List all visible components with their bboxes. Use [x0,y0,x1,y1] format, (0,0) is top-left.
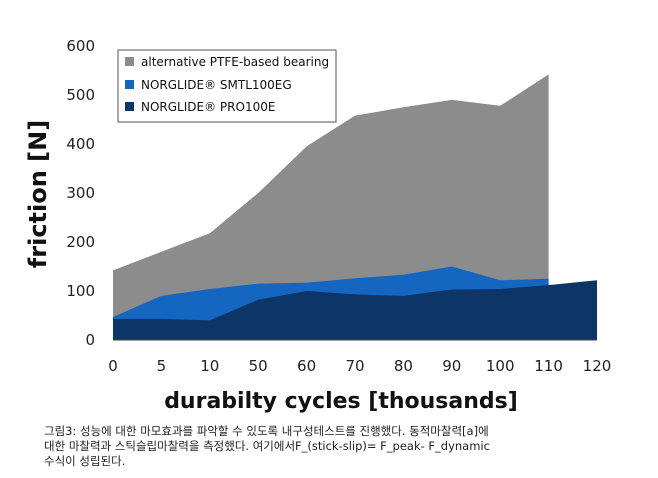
x-tick-label: 60 [297,357,316,375]
legend-box [117,49,337,123]
x-tick-label: 5 [157,357,167,375]
y-tick-label: 600 [66,37,95,55]
y-axis-label: friction [N] [24,120,52,268]
caption-line-1: 그림3: 성능에 대한 마모효과를 파악할 수 있도록 내구성테스트를 진행했다… [44,424,489,438]
area-series-group [113,74,597,341]
y-tick-label: 100 [66,282,95,300]
figure-caption: 그림3: 성능에 대한 마모효과를 파악할 수 있도록 내구성테스트를 진행했다… [44,424,644,469]
legend-label-smtl100eg: NORGLIDE® SMTL100EG [141,78,292,92]
x-tick-label: 110 [534,357,563,375]
legend: alternative PTFE-based bearing NORGLIDE®… [117,49,337,123]
y-tick-label: 400 [66,135,95,153]
x-tick-label: 70 [345,357,364,375]
y-tick-label: 500 [66,86,95,104]
legend-swatch-pro100e [125,102,134,111]
area-norglide-pro100e [113,280,597,340]
x-tick-label: 80 [394,357,413,375]
y-tick-label: 300 [66,184,95,202]
legend-label-ptfe: alternative PTFE-based bearing [141,55,329,69]
caption-line-2: 대한 마찰력과 스틱슬립마찰력을 측정했다. 여기에서F_(stick-slip… [44,439,490,453]
legend-swatch-smtl100eg [125,80,134,89]
y-tick-label: 200 [66,233,95,251]
caption-line-3: 수식이 성립된다. [44,454,126,468]
y-tick-label: 0 [85,331,95,349]
y-tick-labels: 0 100 200 300 400 500 600 [66,37,95,349]
legend-swatch-ptfe [125,57,134,66]
x-tick-label: 50 [249,357,268,375]
x-tick-label: 120 [583,357,612,375]
x-tick-label: 0 [108,357,118,375]
x-axis-label: durabilty cycles [thousands] [164,389,518,414]
friction-area-chart: 0 100 200 300 400 500 600 0 5 10 50 60 70 80 90 100 110… [24,37,611,414]
x-tick-labels: 0 5 10 50 60 70 80 90 100 110 120 [108,357,611,375]
x-tick-label: 10 [200,357,219,375]
x-tick-label: 100 [486,357,515,375]
legend-label-pro100e: NORGLIDE® PRO100E [141,100,275,114]
x-tick-label: 90 [442,357,461,375]
